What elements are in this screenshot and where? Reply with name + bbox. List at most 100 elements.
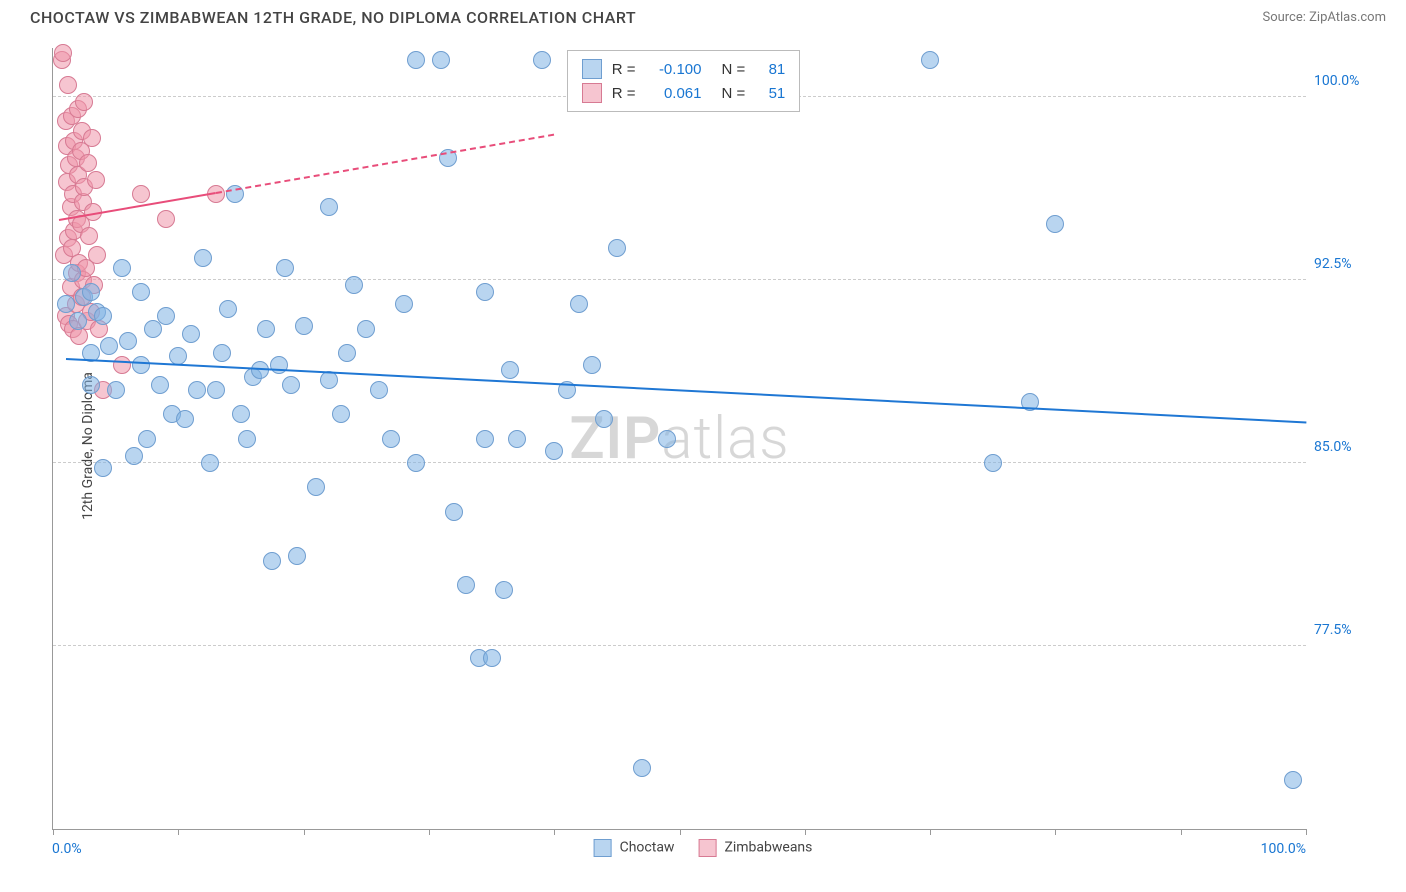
x-tick [1306, 829, 1307, 835]
data-point-choctaw [476, 283, 494, 301]
data-point-choctaw [407, 51, 425, 69]
stats-R-value: 0.061 [645, 85, 701, 102]
data-point-choctaw [113, 259, 131, 277]
data-point-choctaw [533, 51, 551, 69]
data-point-choctaw [207, 381, 225, 399]
y-tick-label: 100.0% [1314, 73, 1384, 89]
stats-legend: R =-0.100N =81R =0.061N =51 [567, 50, 801, 112]
data-point-choctaw [407, 454, 425, 472]
data-point-choctaw [169, 347, 187, 365]
x-tick [53, 829, 54, 835]
data-point-choctaw [94, 459, 112, 477]
data-point-choctaw [370, 381, 388, 399]
data-point-zimb [59, 76, 77, 94]
bottom-legend: Choctaw Zimbabweans [594, 839, 813, 857]
data-point-choctaw [457, 576, 475, 594]
data-point-choctaw [157, 307, 175, 325]
regression-line [216, 133, 555, 193]
data-point-choctaw [151, 376, 169, 394]
data-point-choctaw [345, 276, 363, 294]
data-point-choctaw [219, 300, 237, 318]
data-point-choctaw [107, 381, 125, 399]
data-point-choctaw [320, 198, 338, 216]
y-tick-label: 85.0% [1314, 439, 1384, 455]
data-point-choctaw [583, 356, 601, 374]
data-point-choctaw [984, 454, 1002, 472]
data-point-zimb [80, 227, 98, 245]
data-point-choctaw [176, 410, 194, 428]
data-point-choctaw [257, 320, 275, 338]
data-point-zimb [132, 185, 150, 203]
stats-N-label: N = [721, 61, 745, 78]
data-point-choctaw [495, 581, 513, 599]
legend-label-choctaw: Choctaw [620, 840, 675, 856]
data-point-choctaw [382, 430, 400, 448]
data-point-choctaw [232, 405, 250, 423]
data-point-choctaw [194, 249, 212, 267]
legend-item-choctaw: Choctaw [594, 839, 675, 857]
data-point-zimb [79, 154, 97, 172]
data-point-choctaw [633, 759, 651, 777]
data-point-choctaw [282, 376, 300, 394]
x-tick [930, 829, 931, 835]
data-point-choctaw [182, 325, 200, 343]
data-point-choctaw [608, 239, 626, 257]
legend-label-zimb: Zimbabweans [724, 840, 812, 856]
data-point-choctaw [125, 447, 143, 465]
data-point-zimb [113, 356, 131, 374]
data-point-choctaw [357, 320, 375, 338]
data-point-choctaw [338, 344, 356, 362]
data-point-choctaw [270, 356, 288, 374]
data-point-choctaw [132, 356, 150, 374]
stats-row-zimb: R = 0.061 N = 51 [582, 81, 786, 105]
data-point-choctaw [201, 454, 219, 472]
data-point-choctaw [332, 405, 350, 423]
x-axis-max-label: 100.0% [1261, 841, 1306, 857]
chart-header: CHOCTAW VS ZIMBABWEAN 12TH GRADE, NO DIP… [0, 0, 1406, 35]
data-point-choctaw [545, 442, 563, 460]
data-point-choctaw [508, 430, 526, 448]
data-point-choctaw [445, 503, 463, 521]
data-point-choctaw [1046, 215, 1064, 233]
data-point-choctaw [63, 264, 81, 282]
chart-title: CHOCTAW VS ZIMBABWEAN 12TH GRADE, NO DIP… [30, 8, 636, 27]
regression-line [65, 358, 1306, 423]
data-point-choctaw [307, 478, 325, 496]
legend-swatch-choctaw [594, 839, 612, 857]
data-point-choctaw [921, 51, 939, 69]
data-point-choctaw [213, 344, 231, 362]
stats-row-choctaw: R =-0.100N =81 [582, 57, 786, 81]
x-tick [554, 829, 555, 835]
stats-swatch [582, 83, 602, 103]
stats-N-value: 51 [755, 85, 785, 102]
y-tick-label: 92.5% [1314, 256, 1384, 272]
source-prefix: Source: [1262, 10, 1309, 25]
data-point-choctaw [395, 295, 413, 313]
data-point-choctaw [188, 381, 206, 399]
data-point-choctaw [100, 337, 118, 355]
data-point-choctaw [288, 547, 306, 565]
stats-swatch [582, 59, 602, 79]
data-point-choctaw [570, 295, 588, 313]
data-point-choctaw [138, 430, 156, 448]
data-point-choctaw [57, 295, 75, 313]
data-point-choctaw [483, 649, 501, 667]
data-point-choctaw [295, 317, 313, 335]
source-name: ZipAtlas.com [1309, 10, 1386, 25]
x-tick [178, 829, 179, 835]
data-point-choctaw [658, 430, 676, 448]
data-point-choctaw [276, 259, 294, 277]
data-point-zimb [157, 210, 175, 228]
data-point-choctaw [476, 430, 494, 448]
data-point-zimb [87, 171, 105, 189]
stats-N-label: N = [721, 85, 745, 102]
data-point-choctaw [132, 283, 150, 301]
data-point-zimb [83, 129, 101, 147]
data-point-choctaw [94, 307, 112, 325]
gridline-h [53, 645, 1306, 646]
data-point-choctaw [82, 376, 100, 394]
stats-N-value: 81 [755, 61, 785, 78]
x-tick [680, 829, 681, 835]
data-point-zimb [75, 93, 93, 111]
stats-R-label: R = [612, 85, 636, 102]
